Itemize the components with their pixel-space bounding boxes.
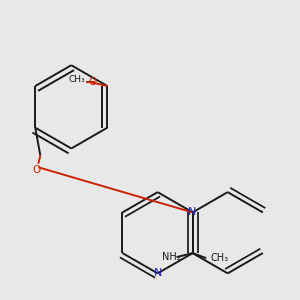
Text: O: O xyxy=(32,165,41,175)
Text: N: N xyxy=(153,268,162,278)
Text: N: N xyxy=(188,207,197,218)
Text: CH₃: CH₃ xyxy=(210,253,228,263)
Text: O: O xyxy=(88,77,96,87)
Text: NH₂: NH₂ xyxy=(162,252,181,262)
Text: CH₃: CH₃ xyxy=(69,75,85,84)
